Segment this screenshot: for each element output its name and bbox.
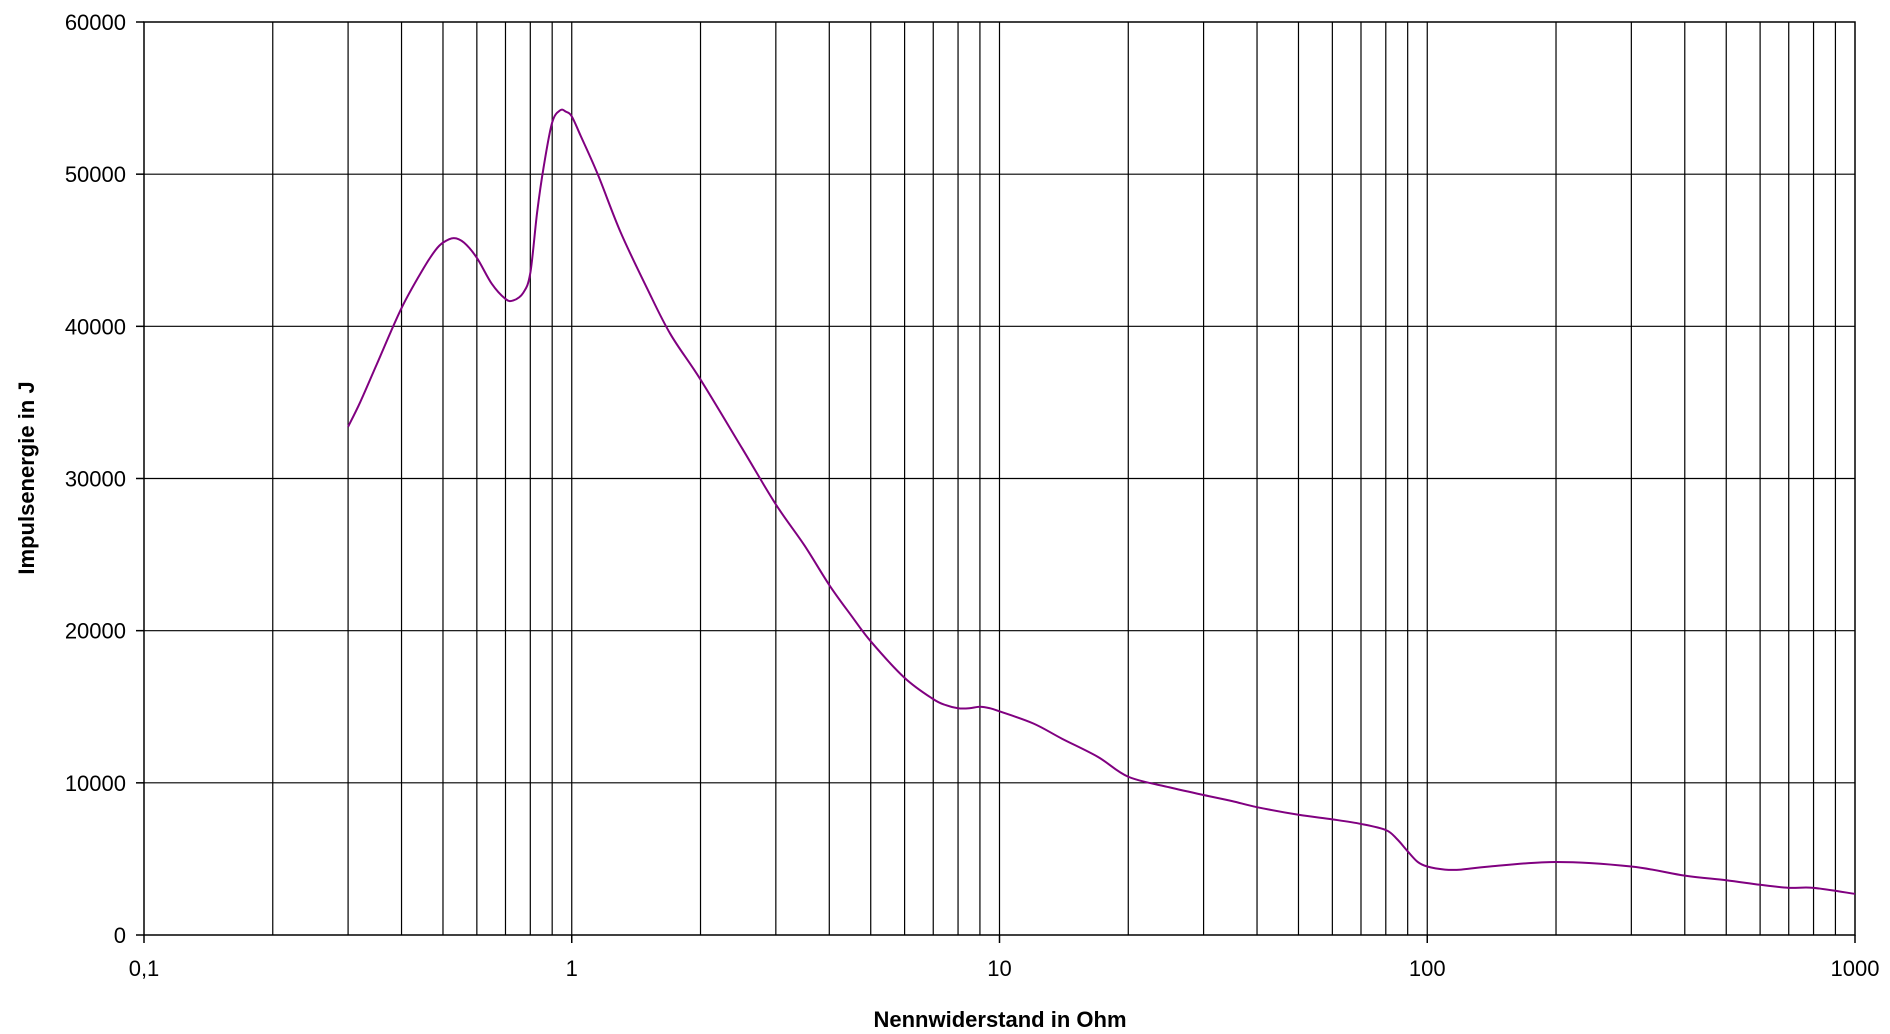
x-tick-label: 10	[987, 956, 1011, 981]
axis-ticks	[136, 21, 1856, 943]
y-axis-title: Impulsenergie in J	[14, 381, 39, 574]
series-layer	[347, 108, 1856, 895]
y-gridlines	[144, 173, 1855, 784]
y-tick-label: 50000	[65, 162, 126, 187]
y-tick-label: 40000	[65, 314, 126, 339]
x-tick-label: 0,1	[129, 956, 160, 981]
x-tick-label: 100	[1409, 956, 1446, 981]
y-tick-label: 30000	[65, 467, 126, 492]
y-tick-label: 20000	[65, 619, 126, 644]
x-axis-title: Nennwiderstand in Ohm	[873, 1007, 1126, 1032]
y-tick-labels: 0 10000 20000 30000 40000 50000 60000	[65, 10, 126, 948]
y-tick-label: 10000	[65, 771, 126, 796]
series-line	[347, 108, 1856, 895]
x-tick-label: 1	[566, 956, 578, 981]
y-tick-label: 60000	[65, 10, 126, 35]
y-tick-label: 0	[114, 923, 126, 948]
x-tick-label: 1000	[1831, 956, 1880, 981]
x-tick-labels: 0,1 1 10 100 1000	[129, 956, 1880, 981]
